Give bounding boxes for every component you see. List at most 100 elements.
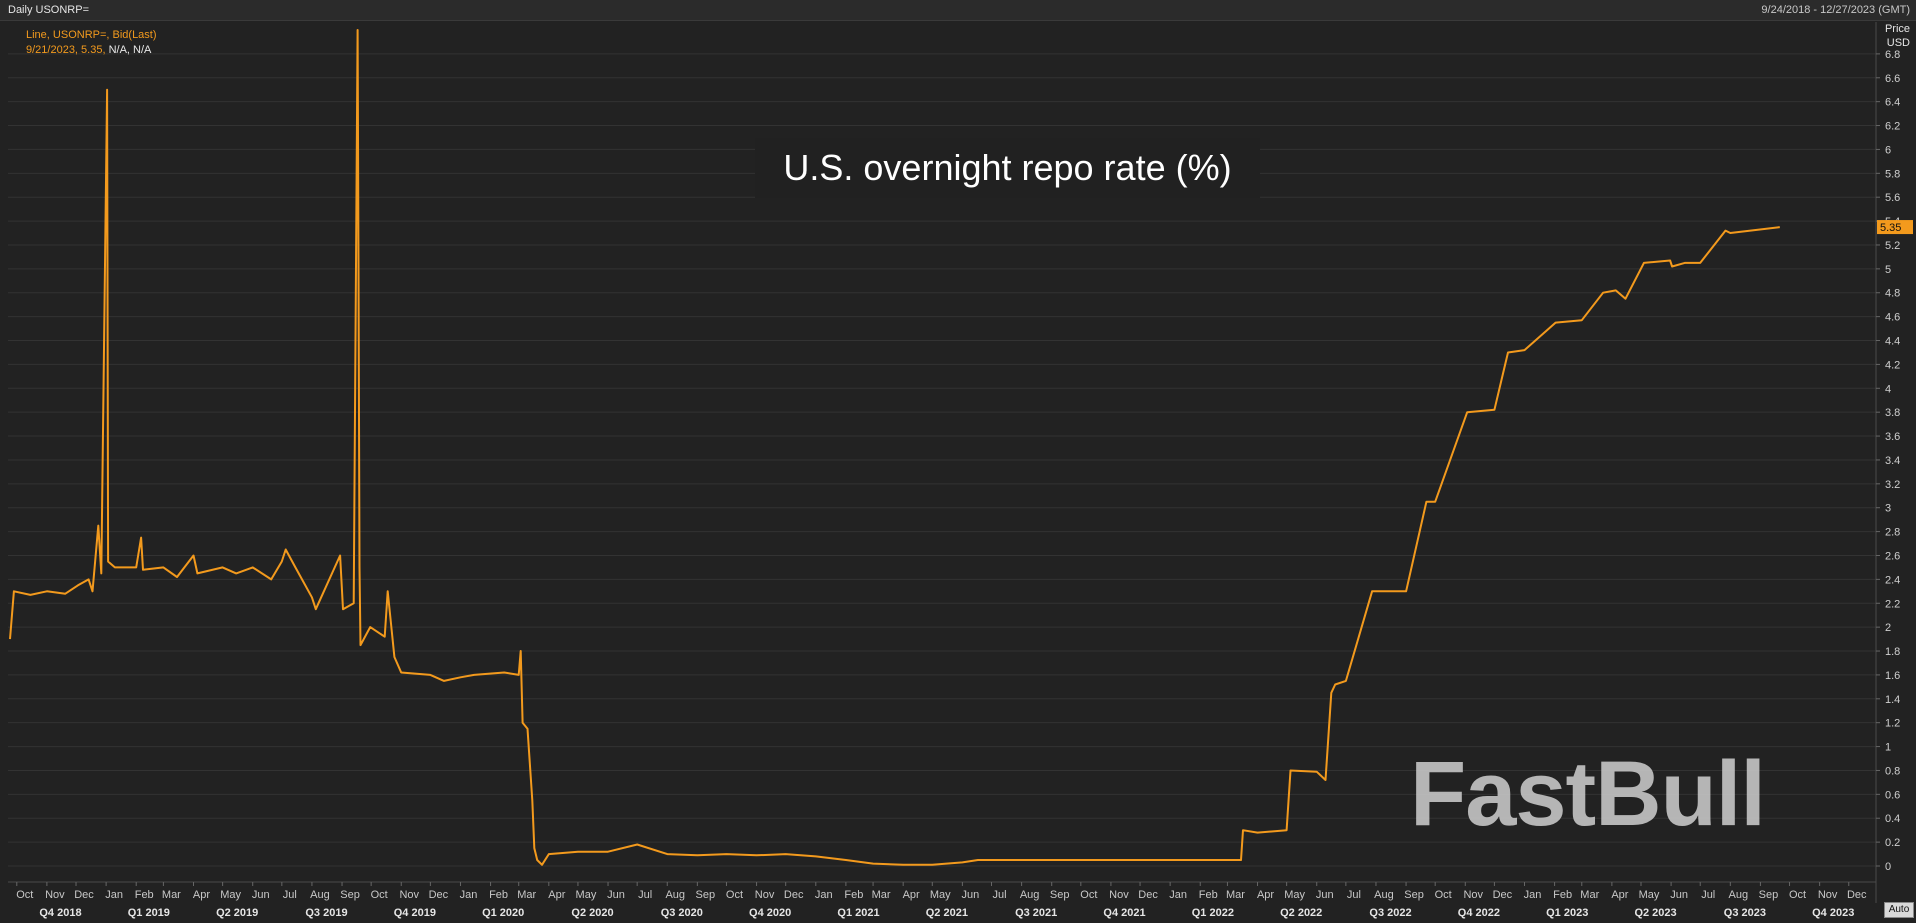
- quarter-tick-label: Q2 2021: [926, 907, 968, 919]
- x-tick-label: Jul: [1347, 889, 1361, 901]
- x-tick-label: Mar: [517, 889, 536, 901]
- x-tick-label: Jul: [992, 889, 1006, 901]
- last-value-label: 5.35: [1880, 222, 1901, 234]
- x-tick-label: Dec: [1493, 889, 1513, 901]
- x-tick-label: Aug: [1729, 889, 1749, 901]
- x-tick-label: Jan: [1169, 889, 1187, 901]
- auto-scale-button[interactable]: Auto: [1884, 902, 1914, 918]
- y-tick-label: 0.2: [1885, 837, 1900, 849]
- quarter-tick-label: Q1 2023: [1546, 907, 1588, 919]
- x-tick-label: Nov: [1109, 889, 1129, 901]
- quarter-tick-label: Q4 2020: [749, 907, 791, 919]
- x-tick-label: May: [576, 889, 597, 901]
- x-tick-label: Dec: [74, 889, 94, 901]
- legend-last-value: 9/21/2023, 5.35,: [26, 44, 109, 56]
- legend-na-values: N/A, N/A: [108, 44, 152, 56]
- quarter-tick-label: Q3 2022: [1369, 907, 1411, 919]
- y-tick-label: 3.8: [1885, 407, 1900, 419]
- x-tick-label: Nov: [755, 889, 775, 901]
- series-line[interactable]: [9, 29, 1780, 866]
- x-axis-quarter-ticks: Q4 2018 Q1 2019 Q2 2019 Q3 2019 Q4 2019 Q1 20…: [39, 907, 1854, 919]
- x-axis-month-ticks: Oct Nov Dec Jan Feb Mar Apr May Jun Jul Aug Sep Oct N…: [16, 882, 1867, 901]
- x-tick-label: Jul: [638, 889, 652, 901]
- x-tick-label: Feb: [844, 889, 863, 901]
- y-tick-label: 3.2: [1885, 479, 1900, 491]
- instrument-label: Daily USONRP=: [8, 4, 89, 16]
- y-axis-ticks: 0 0.2 0.4 0.6 0.8 1 1.2 1.4 1.6 1.8 2 2.2 2.4 2.6 2.8 3…: [1876, 49, 1900, 873]
- quarter-tick-label: Q3 2023: [1724, 907, 1766, 919]
- y-tick-label: 1.2: [1885, 718, 1900, 730]
- y-tick-label: 1: [1885, 742, 1891, 754]
- quarter-tick-label: Q2 2019: [216, 907, 258, 919]
- x-tick-label: Feb: [489, 889, 508, 901]
- y-axis-title-line2: USD: [1886, 37, 1910, 49]
- chart-header-bar: Daily USONRP= 9/24/2018 - 12/27/2023 (GM…: [0, 0, 1916, 21]
- x-tick-label: Dec: [429, 889, 449, 901]
- x-tick-label: Mar: [162, 889, 181, 901]
- chart-title: U.S. overnight repo rate (%): [755, 138, 1260, 198]
- y-tick-label: 4: [1885, 383, 1891, 395]
- y-tick-label: 5.2: [1885, 240, 1900, 252]
- grid-lines: [8, 53, 1876, 867]
- x-tick-label: Oct: [371, 889, 388, 901]
- x-tick-label: May: [930, 889, 951, 901]
- quarter-tick-label: Q4 2021: [1103, 907, 1145, 919]
- quarter-tick-label: Q1 2019: [128, 907, 170, 919]
- x-tick-label: Oct: [16, 889, 33, 901]
- x-tick-label: Apr: [1611, 889, 1628, 901]
- last-value-marker: 5.35: [1877, 220, 1913, 235]
- x-tick-label: Sep: [696, 889, 716, 901]
- quarter-tick-label: Q4 2018: [39, 907, 81, 919]
- x-tick-label: Apr: [1257, 889, 1274, 901]
- x-tick-label: Feb: [1199, 889, 1218, 901]
- x-tick-label: Sep: [1050, 889, 1070, 901]
- x-tick-label: Nov: [399, 889, 419, 901]
- quarter-tick-label: Q2 2022: [1280, 907, 1322, 919]
- quarter-tick-label: Q4 2019: [394, 907, 436, 919]
- y-tick-label: 4.6: [1885, 312, 1900, 324]
- x-tick-label: Feb: [135, 889, 154, 901]
- y-tick-label: 0.4: [1885, 813, 1900, 825]
- x-tick-label: Jul: [1701, 889, 1715, 901]
- x-tick-label: Jan: [815, 889, 833, 901]
- x-tick-label: Oct: [726, 889, 743, 901]
- y-tick-label: 3.6: [1885, 431, 1900, 443]
- y-axis-title-line1: Price: [1884, 23, 1910, 35]
- y-tick-label: 1.6: [1885, 670, 1900, 682]
- y-tick-label: 5: [1885, 264, 1891, 276]
- x-tick-label: Sep: [1404, 889, 1424, 901]
- x-tick-label: Oct: [1435, 889, 1452, 901]
- quarter-tick-label: Q3 2020: [661, 907, 703, 919]
- x-tick-label: Aug: [1020, 889, 1040, 901]
- x-tick-label: May: [1284, 889, 1305, 901]
- y-axis-title: Price USD: [1885, 22, 1910, 50]
- quarter-tick-label: Q3 2021: [1015, 907, 1057, 919]
- x-tick-label: Jun: [1670, 889, 1688, 901]
- x-tick-label: Jan: [460, 889, 478, 901]
- y-tick-label: 6.6: [1885, 73, 1900, 85]
- x-tick-label: Jun: [252, 889, 270, 901]
- y-tick-label: 2.4: [1885, 574, 1900, 586]
- y-tick-label: 4.2: [1885, 359, 1900, 371]
- x-tick-label: Apr: [548, 889, 565, 901]
- quarter-tick-label: Q2 2023: [1634, 907, 1676, 919]
- x-tick-label: Jan: [1524, 889, 1542, 901]
- y-tick-label: 4.8: [1885, 288, 1900, 300]
- x-tick-label: Sep: [1759, 889, 1779, 901]
- x-tick-label: Jan: [105, 889, 123, 901]
- y-tick-label: 6.8: [1885, 49, 1900, 61]
- x-tick-label: Sep: [340, 889, 360, 901]
- y-tick-label: 6.2: [1885, 121, 1900, 133]
- x-tick-label: Oct: [1080, 889, 1097, 901]
- x-tick-label: Dec: [784, 889, 804, 901]
- x-tick-label: Mar: [1580, 889, 1599, 901]
- x-tick-label: Aug: [1374, 889, 1394, 901]
- x-tick-label: Aug: [310, 889, 330, 901]
- y-tick-label: 0.8: [1885, 765, 1900, 777]
- date-range-label: 9/24/2018 - 12/27/2023 (GMT): [1761, 4, 1910, 16]
- quarter-tick-label: Q1 2020: [482, 907, 524, 919]
- y-tick-label: 0: [1885, 861, 1891, 873]
- x-tick-label: Feb: [1553, 889, 1572, 901]
- y-tick-label: 2.6: [1885, 550, 1900, 562]
- quarter-tick-label: Q4 2022: [1458, 907, 1500, 919]
